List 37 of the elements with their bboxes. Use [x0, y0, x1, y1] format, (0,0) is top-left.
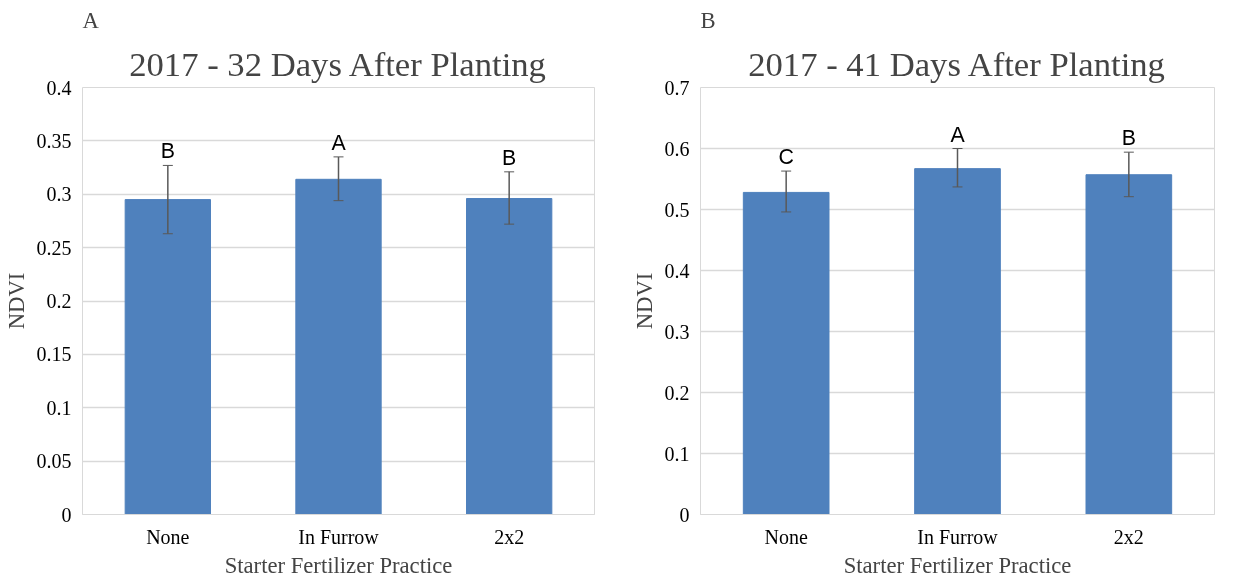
- y-tick-label: 0.4: [46, 76, 72, 99]
- x-axis-title: Starter Fertilizer Practice: [843, 552, 1072, 578]
- y-tick-label: 0.5: [664, 198, 690, 221]
- y-tick-label: 0.3: [46, 183, 72, 206]
- y-tick-label: 0.7: [664, 76, 690, 99]
- y-axis-title: NDVI: [3, 272, 29, 330]
- chart-title: 2017 - 32 Days After Planting: [129, 44, 546, 83]
- annotation: B: [1121, 126, 1136, 151]
- y-tick-label: 0.15: [36, 343, 72, 366]
- x-tick-label: None: [146, 525, 190, 548]
- annotation: B: [160, 139, 175, 164]
- y-tick-label: 0.4: [664, 259, 690, 282]
- y-tick-label: 0.1: [664, 442, 690, 465]
- annotation: A: [950, 122, 966, 147]
- y-tick-label: 0.3: [664, 320, 690, 343]
- chart-title: 2017 - 41 Days After Planting: [748, 44, 1165, 83]
- x-tick-label: 2x2: [1113, 525, 1144, 548]
- y-tick-label: 0.6: [664, 137, 690, 160]
- y-tick-label: 0.05: [36, 450, 72, 473]
- y-tick-label: 0.1: [46, 396, 72, 419]
- y-tick-label: 0.25: [36, 236, 72, 259]
- annotation: B: [502, 145, 517, 170]
- text: A: [82, 7, 100, 33]
- y-axis-title: NDVI: [631, 272, 657, 330]
- annotation: C: [778, 145, 794, 170]
- y-tick-label: 0.2: [46, 290, 72, 312]
- y-tick-label: 0: [61, 503, 72, 526]
- y-tick-label: 0.35: [36, 129, 72, 152]
- x-tick-label: None: [764, 525, 808, 548]
- y-tick-label: 0: [679, 503, 690, 526]
- y-tick-label: 0.2: [664, 381, 690, 404]
- annotation: A: [331, 130, 347, 155]
- x-axis-title: Starter Fertilizer Practice: [224, 552, 453, 578]
- x-tick-label: In Furrow: [298, 525, 380, 548]
- x-tick-label: 2x2: [494, 525, 525, 548]
- x-tick-label: In Furrow: [917, 525, 999, 548]
- text: B: [700, 7, 716, 33]
